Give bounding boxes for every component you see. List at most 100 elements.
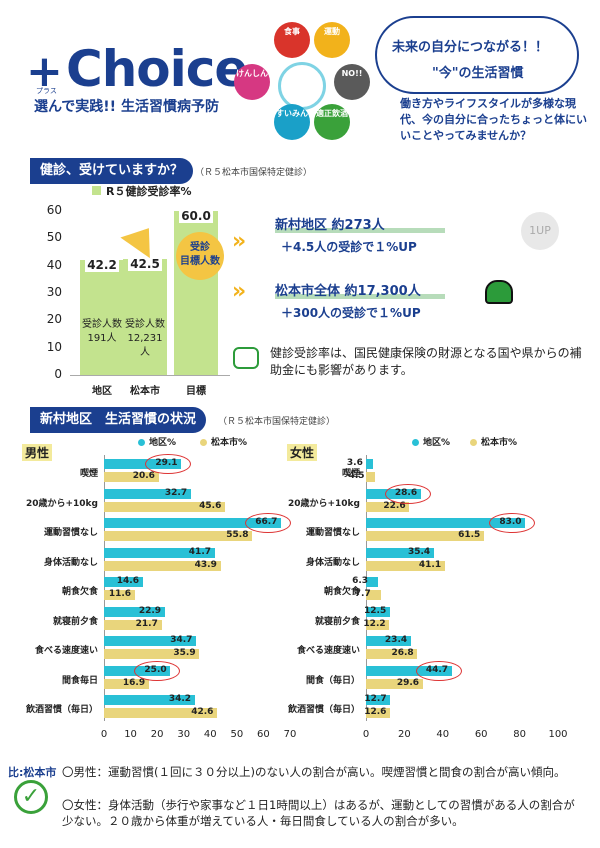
bar-value-label: 11.6	[108, 589, 132, 599]
bar	[366, 531, 485, 541]
category-label: 身体活動なし	[305, 557, 360, 568]
category-label: 就寝前夕食	[52, 616, 98, 627]
y-tick-label: 40	[46, 257, 62, 272]
bar	[104, 606, 165, 617]
exercise-icon: 運動	[314, 22, 350, 58]
header-body-text: 働き方やライフスタイルが多様な現代、今の自分に合ったちょっと体にいいことやってみ…	[400, 97, 587, 142]
bar-value-label: 29.6	[396, 677, 420, 688]
category-label: 飲酒習慣（毎日）	[25, 705, 98, 715]
bar	[366, 649, 418, 659]
legend-swatch	[92, 186, 101, 195]
bar-value-label: 61.5	[458, 530, 481, 540]
x-tick-label: 40	[436, 728, 450, 740]
logo-subtitle: 選んで実践!! 生活習慣病予防	[34, 99, 219, 115]
bar	[366, 472, 375, 482]
bar	[104, 708, 218, 718]
header: + プラス Choice 選んで実践!! 生活習慣病予防 食事 運動 NO!! 適正飲…	[0, 0, 600, 152]
chart-axis	[366, 455, 367, 721]
category-label: 朝食欠食	[61, 587, 98, 597]
highlight	[275, 294, 445, 299]
bar-value-label: 20.6	[132, 471, 155, 481]
bar-value-label: 4.5	[348, 471, 365, 481]
bar	[366, 501, 410, 512]
x-category-label: 地区	[92, 386, 112, 397]
hand-icon	[233, 347, 259, 369]
meal-icon: 食事	[274, 22, 310, 58]
y-tick-label: 60	[46, 203, 62, 217]
bar	[104, 636, 197, 646]
info-area-count: 新村地区 約273人	[275, 218, 385, 233]
highlight-ring	[384, 483, 431, 504]
icon-wheel: 食事 運動 NO!! 適正飲酒 すいみん けんしん	[230, 18, 370, 146]
bar-value-label: 12.2	[363, 618, 386, 629]
highlight-ring	[245, 513, 292, 533]
target-badge: 受診 目標人数	[176, 232, 224, 280]
bar	[366, 636, 411, 646]
info-city-increase: ＋300人の受診で１%UP	[281, 306, 421, 320]
y-tick-label: 50	[46, 230, 62, 245]
x-tick-label: 40	[203, 728, 217, 740]
footer-title: 比:松本市	[8, 766, 57, 779]
bar-value-label: 22.6	[383, 500, 406, 511]
chart-axis	[104, 455, 105, 721]
bar-value-label: 12.5	[364, 605, 387, 616]
footer-male-note: 〇男性：運動習慣(１回に３０分以上)のない人の割合が高い。喫煙習慣と間食の割合が…	[62, 765, 566, 779]
section2-note: （Ｒ５松本市国保特定健診）	[218, 417, 336, 427]
category-label: 身体活動なし	[43, 557, 98, 568]
category-label: 20歳から+10kg	[25, 498, 98, 509]
bar	[104, 577, 143, 587]
bar	[366, 665, 452, 676]
bar-value-label: 6.3	[352, 576, 369, 586]
bar	[104, 547, 215, 558]
legend-city-dot	[200, 439, 207, 446]
checkup-icon: けんしん	[234, 64, 270, 100]
bar	[366, 708, 391, 718]
category-label: 就寝前夕食	[314, 616, 360, 627]
bar-value-label: 7.7	[354, 589, 371, 599]
bar	[104, 590, 135, 600]
category-label: 間食（毎日）	[305, 675, 360, 686]
x-tick-label: 20	[150, 728, 164, 740]
bar	[104, 619, 162, 630]
bubble-line1: 未来の自分につながる！！	[392, 40, 549, 55]
bar	[104, 501, 226, 512]
bar-value-label: 45.6	[199, 500, 222, 511]
y-tick-label: 0	[54, 367, 62, 381]
info-area-increase: ＋4.5人の受診で１%UP	[281, 240, 417, 254]
x-tick-label: 70	[283, 728, 297, 740]
bar-value-label: 42.6	[191, 707, 214, 717]
bar	[104, 560, 221, 571]
x-tick-label: 30	[177, 728, 191, 740]
bar-value-label: 35.4	[407, 546, 431, 557]
category-label: 喫煙	[341, 469, 360, 479]
x-tick-label: 60	[257, 728, 270, 740]
logo-word: Choice	[66, 40, 248, 98]
highlight	[275, 228, 445, 233]
bar-value-label: 34.7	[170, 635, 193, 645]
bar	[366, 606, 390, 617]
x-category-label: 目標	[186, 386, 206, 397]
logo-plus: +	[26, 46, 63, 97]
category-label: 運動習慣なし	[305, 528, 360, 538]
section1-title: 健診、受けていますか？	[30, 158, 194, 184]
sleep-icon: すいみん	[274, 104, 310, 140]
bar	[366, 518, 526, 528]
highlight-ring	[415, 660, 462, 681]
bar-value-label: 16.9	[122, 677, 146, 688]
legend-area-dot	[138, 439, 145, 446]
bar-value-label: 21.7	[135, 618, 158, 629]
mushroom-icon	[485, 280, 513, 304]
x-tick-label: 0	[100, 728, 108, 740]
bar	[104, 531, 253, 541]
x-tick-label: 0	[362, 728, 370, 740]
bar	[366, 590, 381, 600]
category-label: 間食毎日	[61, 675, 98, 686]
x-tick-label: 60	[474, 728, 488, 740]
chart-baseline	[70, 375, 230, 376]
bar	[104, 459, 182, 469]
bar	[104, 472, 159, 482]
bar-value-label: 35.9	[173, 648, 196, 658]
check-icon: ✓	[14, 780, 48, 814]
trend-arrow-icon	[120, 217, 164, 259]
info-city-count: 松本市全体 約17,300人	[275, 284, 421, 299]
